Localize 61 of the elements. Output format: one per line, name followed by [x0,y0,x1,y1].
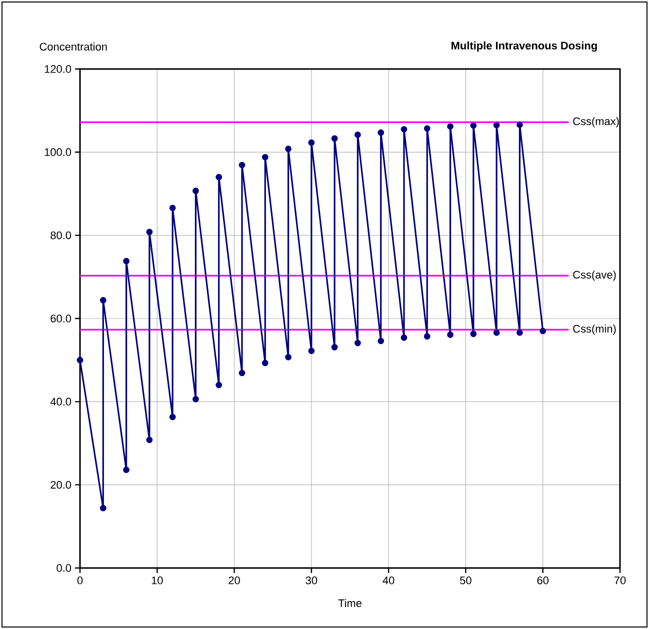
point [76,356,84,364]
point [424,125,430,132]
ref-line-label: Css(min) [573,324,616,335]
point [285,146,292,152]
point [331,344,338,350]
point [447,123,454,130]
point [192,396,199,402]
y-tick-label: 100.0 [44,148,72,156]
point [192,188,199,194]
point [146,228,153,236]
y-tick-label: 0.0 [56,564,72,572]
point [123,466,130,474]
y-tick-label: 20.0 [50,480,72,489]
point [216,382,222,388]
x-axis-title: Time [338,598,362,608]
chart-title: Multiple Intravenous Dosing [452,41,597,52]
point [516,329,523,336]
point [308,348,315,354]
x-tick-label: 60 [537,576,549,584]
point [238,162,246,168]
point [493,122,500,128]
point [169,204,176,212]
point [238,370,246,376]
point [262,360,268,366]
point [378,129,384,136]
point [540,328,546,334]
point [400,126,408,132]
x-tick-label: 10 [152,576,163,584]
point [123,258,130,264]
point [516,122,523,128]
point [470,330,477,338]
point [424,333,430,340]
point [447,332,454,338]
x-tick-label: 20 [228,576,240,584]
ref-line-label: Css(ave) [573,270,616,281]
point [354,340,361,346]
x-tick-label: 50 [460,576,472,584]
point [262,154,268,160]
point [331,135,338,142]
y-tick-label: 60.0 [50,314,72,322]
x-tick-label: 0 [77,576,83,584]
point [470,122,477,129]
point [169,414,176,420]
point [400,334,408,341]
x-tick-label: 40 [382,576,394,584]
x-tick-label: 70 [614,576,626,584]
x-tick-label: 30 [306,576,318,584]
point [354,132,361,138]
point [100,297,106,304]
point [100,504,106,512]
point [493,329,500,336]
point [216,174,222,180]
y-tick-label: 120.0 [44,65,72,73]
point [378,338,384,344]
point [285,354,292,360]
ref-line-label: Css(max) [573,117,619,128]
y-axis-title: Concentration [40,42,107,51]
y-tick-label: 80.0 [50,231,72,240]
point [308,139,315,146]
y-tick-label: 40.0 [50,398,72,406]
point [146,436,153,444]
